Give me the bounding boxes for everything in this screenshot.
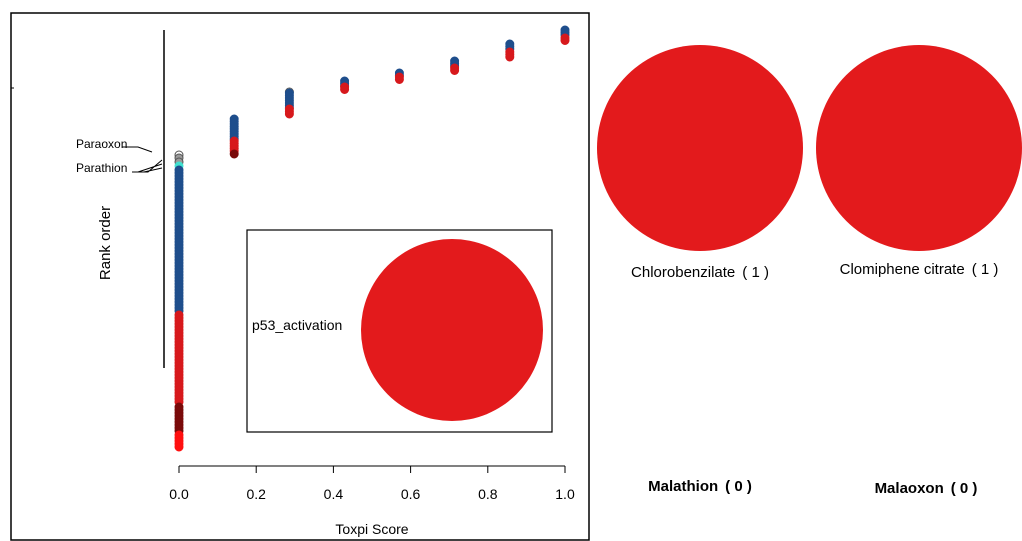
data-point bbox=[229, 149, 239, 159]
chemical-label-malaoxon: Malaoxon( 0 ) bbox=[875, 480, 978, 497]
x-tick-label: 1.0 bbox=[555, 486, 575, 502]
x-axis-label: Toxpi Score bbox=[335, 521, 408, 537]
x-tick-label: 0.8 bbox=[478, 486, 498, 502]
point-label-paraoxon: Paraoxon bbox=[76, 137, 127, 151]
x-tick-label: 0.6 bbox=[401, 486, 421, 502]
chemical-pie-clomiphene-citrate bbox=[816, 45, 1022, 251]
x-tick-label: 0.0 bbox=[169, 486, 189, 502]
data-point bbox=[450, 66, 460, 75]
data-point bbox=[394, 75, 404, 84]
chemical-pie-chlorobenzilate bbox=[597, 45, 803, 251]
x-tick-label: 0.2 bbox=[246, 486, 266, 502]
plot-frame bbox=[10, 12, 590, 541]
data-point bbox=[560, 36, 570, 45]
data-point bbox=[505, 52, 515, 62]
data-point bbox=[340, 85, 350, 94]
x-tick-label: 0.4 bbox=[324, 486, 344, 502]
x-ticks: 0.0 0.2 0.4 0.6 0.8 1.0 bbox=[169, 466, 575, 502]
data-points bbox=[174, 25, 570, 452]
parathion-leader-lines bbox=[132, 159, 163, 173]
paraoxon-leader-line bbox=[122, 146, 153, 153]
chemical-label-clomiphene-citrate: Clomiphene citrate( 1 ) bbox=[840, 261, 999, 278]
data-point bbox=[174, 442, 184, 452]
point-label-parathion: Parathion bbox=[76, 161, 127, 175]
chemical-label-malathion: Malathion( 0 ) bbox=[648, 478, 752, 495]
chemical-label-chlorobenzilate: Chlorobenzilate( 1 ) bbox=[631, 264, 769, 281]
inset-label: p53_activation bbox=[252, 317, 342, 333]
y-axis-label: Rank order bbox=[97, 206, 114, 280]
inset-pie-slice bbox=[361, 239, 543, 421]
data-point bbox=[284, 109, 294, 119]
